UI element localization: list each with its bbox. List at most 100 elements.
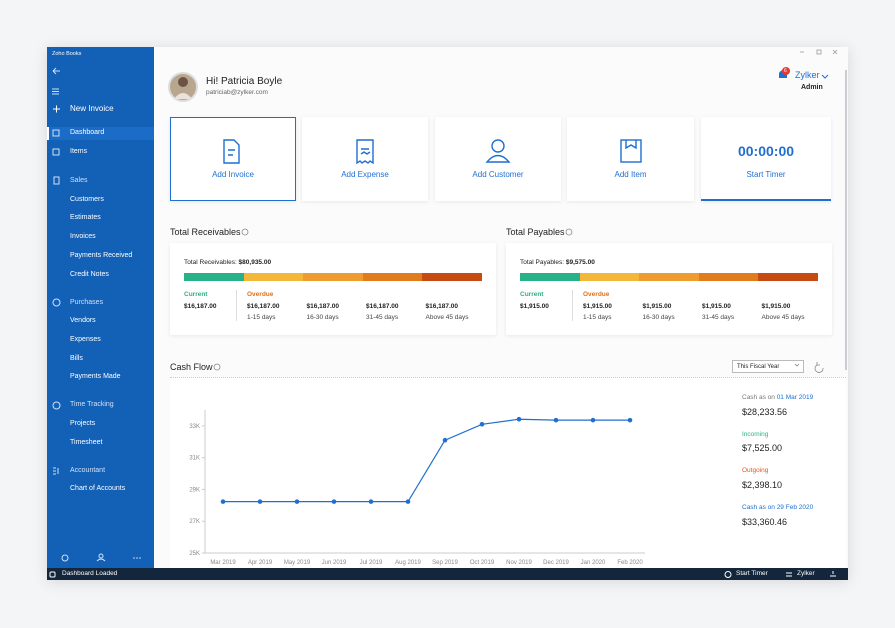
nav-item[interactable]: Expenses — [70, 335, 101, 343]
summary-amount: $2,398.10 — [742, 480, 783, 490]
y-tick-label: 31K — [189, 456, 200, 462]
bucket-amount: $1,915.00 — [761, 303, 791, 310]
status-bar — [47, 568, 848, 580]
action-card[interactable] — [701, 117, 831, 201]
status-bar-segment — [758, 273, 818, 281]
action-card[interactable] — [302, 117, 428, 201]
status-message: Dashboard Loaded — [62, 570, 118, 577]
current-label: Current — [184, 291, 208, 298]
total-amount: $80,935.00 — [236, 259, 272, 266]
action-label[interactable]: Add Invoice — [212, 170, 254, 179]
nav-item[interactable]: Items — [70, 148, 88, 155]
role: Admin — [801, 84, 823, 91]
action-label[interactable]: Add Customer — [472, 170, 524, 179]
status-bar-segment — [303, 273, 363, 281]
status-org[interactable]: Zylker — [797, 570, 815, 577]
x-tick-label: Aug 2019 — [395, 560, 421, 566]
summary-label: Cash as on 01 Mar 2019 — [742, 394, 814, 401]
organization[interactable]: Zylker — [795, 70, 820, 80]
divider — [572, 290, 573, 321]
status-bar-segment — [639, 273, 699, 281]
nav-item[interactable]: Payments Made — [70, 373, 121, 381]
cash-flow-panel — [170, 377, 846, 568]
nav-item[interactable]: Credit Notes — [70, 270, 109, 278]
summary-card — [506, 243, 832, 335]
bucket-range: 31-45 days — [366, 314, 399, 321]
action-label[interactable]: Add Item — [614, 170, 647, 179]
nav-item[interactable]: Timesheet — [70, 438, 103, 446]
notification-count[interactable]: 6 — [784, 68, 787, 74]
y-tick-label: 29K — [189, 487, 200, 493]
bucket-amount: $16,187.00 — [247, 303, 280, 310]
section-title: Cash Flow — [170, 362, 213, 372]
divider — [236, 290, 237, 321]
summary-amount: $33,360.46 — [742, 517, 788, 527]
action-card[interactable] — [435, 117, 561, 201]
new-invoice[interactable]: New Invoice — [70, 104, 114, 113]
nav-section[interactable]: Accountant — [70, 466, 106, 474]
overdue-label: Overdue — [247, 291, 274, 298]
x-tick-label: Jan 2020 — [581, 560, 606, 566]
action-card[interactable] — [170, 117, 296, 201]
x-tick-label: Dec 2019 — [543, 560, 569, 566]
bucket-amount: $1,915.00 — [583, 303, 612, 310]
status-timer[interactable]: Start Timer — [736, 570, 768, 577]
data-point — [627, 417, 633, 423]
x-tick-label: Nov 2019 — [506, 560, 532, 566]
email: patriciab@zylker.com — [206, 89, 268, 96]
y-tick-label: 27K — [189, 519, 200, 525]
nav-item[interactable]: Invoices — [70, 233, 96, 241]
nav-item[interactable]: Customers — [70, 195, 104, 203]
status-bar-segment — [243, 273, 304, 281]
data-point — [220, 499, 226, 504]
x-tick-label: Mar 2019 — [210, 560, 236, 566]
action-label[interactable]: Add Expense — [341, 170, 389, 179]
x-tick-label: Sep 2019 — [432, 560, 458, 566]
status-bar-segment — [362, 273, 423, 281]
nav-item[interactable]: Chart of Accounts — [70, 485, 126, 493]
summary-amount: $7,525.00 — [742, 443, 783, 453]
nav-item[interactable]: Payments Received — [70, 251, 133, 259]
timer-time: 00:00:00 — [737, 143, 795, 159]
x-tick-label: Jul 2019 — [360, 560, 383, 566]
bucket-range: Above 45 days — [425, 314, 469, 321]
period-dropdown[interactable] — [732, 360, 804, 373]
x-tick-label: May 2019 — [284, 560, 311, 566]
data-point — [294, 499, 300, 504]
y-tick-label: 33K — [189, 424, 200, 430]
status-bar-segment — [520, 273, 580, 281]
nav-item[interactable]: Bills — [70, 354, 83, 362]
data-point — [257, 499, 263, 504]
nav-item[interactable]: Dashboard — [70, 129, 105, 136]
bucket-amount: $16,187.00 — [425, 303, 459, 310]
nav-section[interactable]: Time Tracking — [70, 401, 114, 409]
current-amount: $1,915.00 — [520, 303, 549, 310]
nav-item[interactable]: Vendors — [70, 317, 96, 325]
data-point — [516, 416, 522, 422]
total-label: Total Payables: $9,575.00 — [520, 259, 595, 266]
scrollbar — [845, 70, 847, 370]
x-tick-label: Apr 2019 — [248, 560, 273, 566]
summary-label: Cash as on 29 Feb 2020 — [742, 504, 814, 511]
bucket-amount: $16,187.00 — [306, 303, 340, 310]
x-tick-label: Feb 2020 — [617, 560, 643, 566]
summary-label: Incoming — [742, 431, 769, 438]
action-card[interactable] — [567, 117, 694, 201]
data-point — [331, 499, 337, 504]
overdue-label: Overdue — [583, 291, 610, 298]
bucket-range: Above 45 days — [761, 314, 805, 321]
nav-item[interactable]: Estimates — [70, 214, 101, 222]
y-tick-label: 25K — [189, 551, 200, 557]
data-point — [553, 417, 559, 423]
period-value[interactable]: This Fiscal Year — [737, 363, 780, 370]
x-tick-label: Oct 2019 — [470, 560, 495, 566]
bucket-range: 1-15 days — [583, 314, 612, 321]
nav-section[interactable]: Purchases — [70, 298, 104, 306]
action-label[interactable]: Start Timer — [746, 170, 786, 179]
summary-amount: $28,233.56 — [742, 407, 788, 417]
nav-item[interactable]: Projects — [70, 420, 96, 427]
nav-section[interactable]: Sales — [70, 177, 88, 184]
status-bar-segment — [579, 273, 640, 281]
